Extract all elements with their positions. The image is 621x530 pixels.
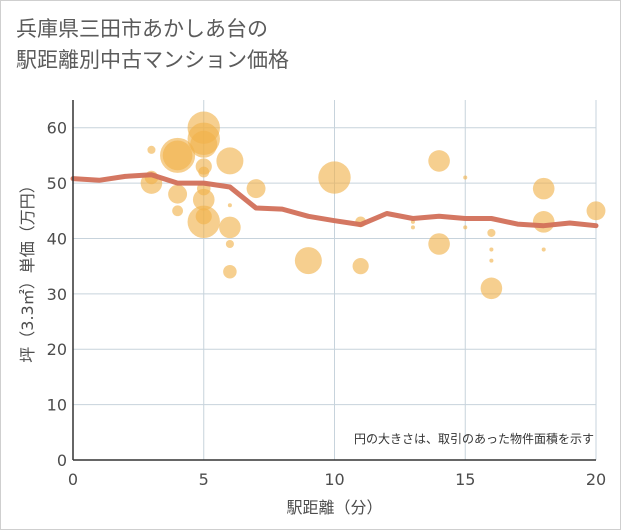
bubble-point: [162, 140, 193, 171]
bubble-point: [487, 228, 496, 237]
bubble-point: [532, 177, 555, 200]
bubble-point: [318, 161, 351, 194]
tick-labels: 0 5 10 15 20 0 10 20 30 40 50 60: [47, 119, 607, 489]
x-tick-label: 5: [199, 470, 209, 489]
bubble-point: [489, 247, 494, 252]
bubble-point: [219, 216, 241, 239]
bubble-point: [294, 247, 322, 275]
bubble-series: [140, 111, 606, 300]
bubble-point: [227, 203, 232, 208]
bubble-point: [147, 145, 156, 154]
bubble-point: [190, 130, 218, 158]
bubble-point: [541, 247, 546, 252]
bubble-point: [489, 258, 494, 263]
size-legend-note: 円の大きさは、取引のあった物件面積を示す: [354, 431, 594, 446]
y-tick-label: 60: [47, 119, 67, 138]
bubble-point: [480, 277, 503, 300]
bubble-point: [352, 258, 369, 275]
bubble-point: [428, 150, 450, 172]
bubble-point: [223, 264, 237, 279]
y-tick-label: 20: [47, 340, 67, 359]
bubble-point: [172, 205, 184, 217]
bubble-point: [168, 184, 188, 204]
average-line-series: [70, 172, 599, 229]
x-tick-label: 20: [586, 470, 606, 489]
bubble-point: [410, 225, 415, 230]
grid-lines: [73, 100, 597, 460]
bubble-point: [246, 179, 266, 199]
bubble-point: [216, 147, 244, 175]
bubble-point: [192, 188, 215, 211]
bubble-point: [463, 225, 468, 230]
bubble-point: [586, 201, 606, 221]
x-tick-label: 0: [68, 470, 78, 489]
chart-title: 兵庫県三田市あかしあ台の 駅距離別中古マンション価格: [16, 17, 289, 72]
x-axis-label: 駅距離（分）: [286, 498, 382, 517]
bubble-point: [428, 233, 450, 255]
x-tick-label: 10: [324, 470, 344, 489]
bubble-point: [463, 175, 468, 180]
bubble-point: [198, 166, 210, 178]
bubble-point: [187, 205, 220, 239]
y-tick-label: 30: [47, 285, 67, 304]
axes: [72, 100, 596, 461]
y-tick-label: 40: [47, 229, 67, 248]
average-price-line: [70, 172, 599, 229]
y-tick-label: 10: [47, 396, 67, 415]
x-tick-label: 15: [455, 470, 475, 489]
bubble-point: [225, 239, 234, 249]
y-tick-label: 50: [47, 174, 67, 193]
bubble-point: [532, 211, 555, 233]
y-tick-label: 0: [57, 451, 67, 470]
y-axis-label: 坪（3.3㎡）単価（万円）: [18, 177, 37, 362]
